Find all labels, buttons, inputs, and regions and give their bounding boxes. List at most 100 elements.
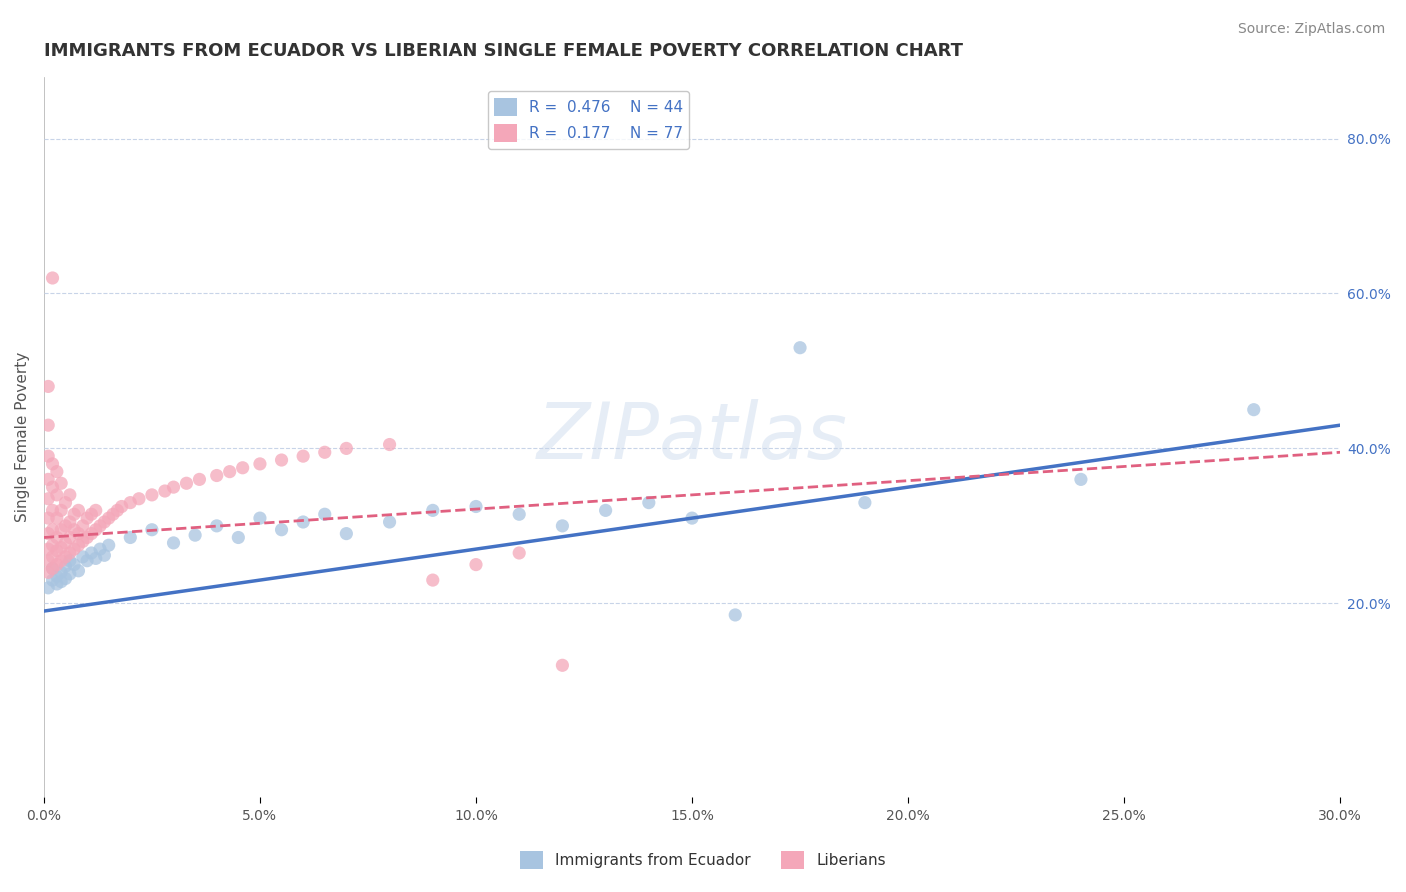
Point: [37, 526, 59, 541]
Point: [63, 508, 86, 522]
Point: [51, 523, 73, 537]
Point: [41, 561, 63, 575]
Point: [45, 488, 67, 502]
Point: [422, 503, 444, 517]
Point: [41, 271, 63, 285]
Point: [59, 531, 82, 545]
Point: [724, 607, 747, 622]
Point: [205, 519, 228, 533]
Point: [84, 523, 107, 537]
Point: [37, 511, 59, 525]
Point: [45, 531, 67, 545]
Point: [45, 465, 67, 479]
Point: [41, 538, 63, 552]
Point: [55, 536, 77, 550]
Point: [162, 480, 184, 494]
Point: [1070, 472, 1092, 486]
Point: [37, 472, 59, 486]
Point: [551, 658, 574, 673]
Point: [111, 500, 134, 514]
Point: [72, 534, 94, 549]
Point: [37, 554, 59, 568]
Text: IMMIGRANTS FROM ECUADOR VS LIBERIAN SINGLE FEMALE POVERTY CORRELATION CHART: IMMIGRANTS FROM ECUADOR VS LIBERIAN SING…: [44, 42, 963, 60]
Point: [37, 542, 59, 557]
Point: [551, 519, 574, 533]
Point: [93, 549, 115, 563]
Point: [292, 515, 315, 529]
Point: [41, 549, 63, 564]
Point: [67, 538, 90, 552]
Y-axis label: Single Female Poverty: Single Female Poverty: [15, 351, 30, 522]
Point: [55, 519, 77, 533]
Point: [67, 564, 90, 578]
Point: [63, 542, 86, 557]
Point: [141, 523, 163, 537]
Point: [63, 523, 86, 537]
Point: [45, 569, 67, 583]
Point: [45, 511, 67, 525]
Point: [84, 551, 107, 566]
Point: [37, 418, 59, 433]
Point: [72, 549, 94, 564]
Point: [59, 488, 82, 502]
Point: [51, 554, 73, 568]
Point: [120, 531, 142, 545]
Point: [249, 457, 271, 471]
Point: [335, 526, 357, 541]
Point: [378, 437, 401, 451]
Point: [128, 491, 150, 506]
Point: [637, 495, 659, 509]
Point: [508, 546, 530, 560]
Point: [508, 508, 530, 522]
Point: [59, 554, 82, 568]
Point: [59, 515, 82, 529]
Point: [176, 476, 198, 491]
Point: [51, 541, 73, 555]
Point: [205, 468, 228, 483]
Point: [378, 515, 401, 529]
Point: [67, 526, 90, 541]
Point: [80, 508, 103, 522]
Point: [45, 543, 67, 558]
Point: [153, 483, 176, 498]
Point: [51, 574, 73, 589]
Legend: Immigrants from Ecuador, Liberians: Immigrants from Ecuador, Liberians: [513, 845, 893, 875]
Point: [101, 508, 124, 522]
Point: [270, 523, 292, 537]
Point: [51, 566, 73, 580]
Point: [789, 341, 811, 355]
Point: [45, 577, 67, 591]
Point: [55, 572, 77, 586]
Point: [76, 511, 98, 525]
Point: [59, 566, 82, 581]
Point: [292, 449, 315, 463]
Point: [76, 531, 98, 545]
Point: [422, 573, 444, 587]
Point: [105, 503, 128, 517]
Point: [120, 495, 142, 509]
Point: [37, 379, 59, 393]
Legend: R =  0.476    N = 44, R =  0.177    N = 77: R = 0.476 N = 44, R = 0.177 N = 77: [488, 92, 689, 149]
Point: [55, 495, 77, 509]
Point: [335, 442, 357, 456]
Point: [84, 503, 107, 517]
Point: [45, 558, 67, 572]
Point: [232, 460, 254, 475]
Point: [228, 531, 250, 545]
Point: [67, 503, 90, 517]
Point: [314, 508, 336, 522]
Point: [218, 465, 240, 479]
Point: [853, 495, 876, 509]
Point: [41, 561, 63, 575]
Point: [37, 449, 59, 463]
Point: [51, 503, 73, 517]
Point: [141, 488, 163, 502]
Point: [41, 523, 63, 537]
Point: [97, 538, 120, 552]
Point: [89, 542, 111, 557]
Point: [37, 581, 59, 595]
Point: [314, 445, 336, 459]
Point: [465, 558, 488, 572]
Point: [72, 519, 94, 533]
Point: [80, 546, 103, 560]
